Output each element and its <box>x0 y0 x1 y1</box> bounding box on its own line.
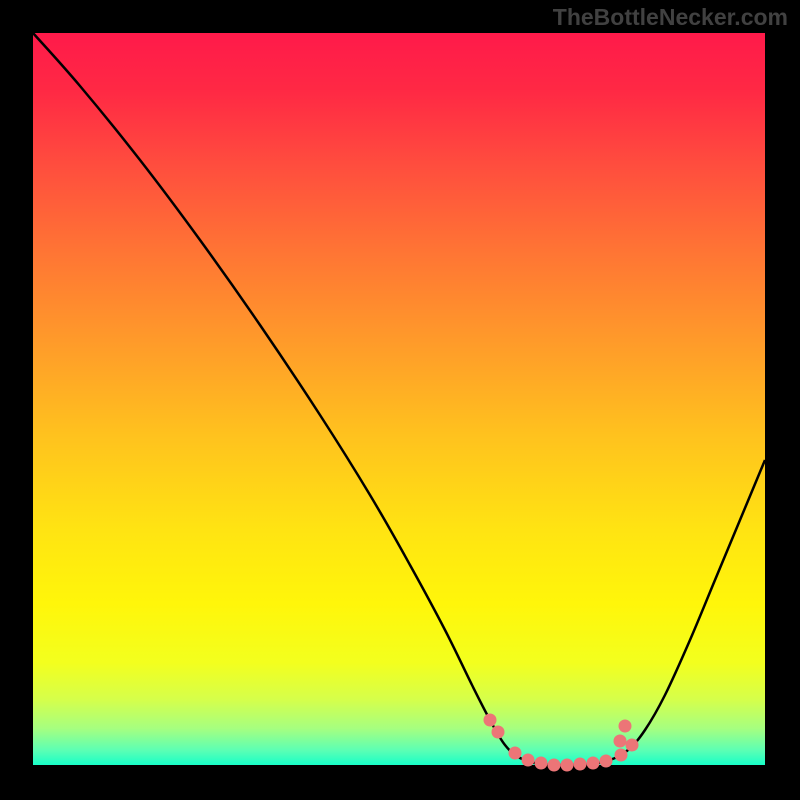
marker-dot <box>535 757 548 770</box>
marker-dot <box>509 747 522 760</box>
marker-dot <box>614 735 627 748</box>
marker-dot <box>600 755 613 768</box>
plot-background <box>33 33 765 765</box>
marker-dot <box>561 759 574 772</box>
marker-dot <box>548 759 561 772</box>
marker-dot <box>626 739 639 752</box>
marker-dot <box>484 714 497 727</box>
marker-dot <box>587 757 600 770</box>
watermark-text: TheBottleNecker.com <box>553 4 788 31</box>
marker-dot <box>574 758 587 771</box>
bottleneck-chart <box>0 0 800 800</box>
marker-dot <box>522 754 535 767</box>
marker-dot <box>492 726 505 739</box>
marker-dot <box>615 749 628 762</box>
marker-dot <box>619 720 632 733</box>
